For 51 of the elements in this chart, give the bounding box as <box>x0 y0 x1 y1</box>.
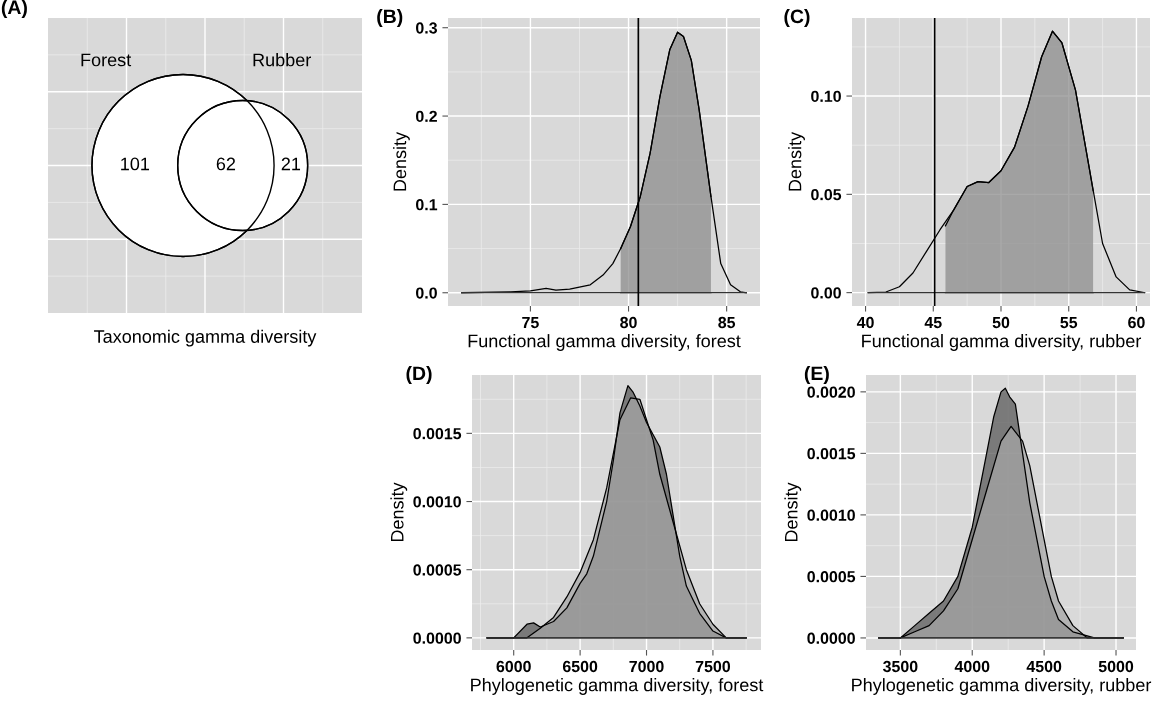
x-tick-label: 50 <box>992 316 1010 329</box>
text: (A) <box>1 0 27 18</box>
data-label: 62 <box>216 157 236 171</box>
x-tick-label: 6500 <box>562 660 598 673</box>
x-axis-title: Phylogenetic gamma diversity, rubber <box>852 678 1152 695</box>
x-tick-label: 60 <box>1128 316 1145 329</box>
y-tick-label: 0.0005 <box>413 564 462 576</box>
chart-title: (D) <box>406 365 432 385</box>
x-tick-label: 6000 <box>496 660 531 673</box>
y-axis-title: Density <box>393 131 410 191</box>
text: Rubber <box>253 53 311 67</box>
y-tick-label: 0.3 <box>416 22 438 34</box>
x-axis-title: Functional gamma diversity, forest <box>468 334 741 351</box>
data-label: 101 <box>121 157 150 171</box>
y-tick-label: 0.0015 <box>413 427 462 440</box>
x-tick-label: 40 <box>856 316 874 329</box>
y-tick-label: 0.1 <box>416 199 438 211</box>
y-tick-label: 0.0015 <box>807 448 856 460</box>
data-label: 21 <box>281 157 301 171</box>
y-tick-label: 0.0000 <box>413 632 461 644</box>
x-tick-label: 80 <box>620 316 637 329</box>
y-axis-title: Density <box>784 482 802 542</box>
y-tick-label: 0.2 <box>416 110 437 123</box>
chart-title: (B) <box>377 8 403 28</box>
x-tick-label: 3500 <box>882 660 918 673</box>
text: Taxonomic gamma diversity <box>94 329 317 347</box>
y-axis-title: Density <box>390 482 408 542</box>
x-tick-label: 4500 <box>1026 660 1062 673</box>
y-tick-label: 0.0005 <box>807 571 856 583</box>
y-tick-label: 0.0010 <box>413 496 461 508</box>
y-tick-label: 0.05 <box>811 188 842 201</box>
x-tick-label: 4000 <box>954 660 990 673</box>
x-tick-label: 75 <box>522 317 539 329</box>
x-tick-label: 7000 <box>629 660 664 673</box>
text: Forest <box>81 53 132 67</box>
x-axis-title: Functional gamma diversity, rubber <box>862 334 1142 351</box>
x-tick-label: 7500 <box>695 660 731 673</box>
x-tick-label: 55 <box>1060 317 1078 329</box>
chart-title: (C) <box>784 8 810 28</box>
y-tick-label: 0.0000 <box>807 632 855 644</box>
y-axis-title: Density <box>788 131 805 191</box>
y-tick-label: 0.0010 <box>807 509 855 521</box>
x-tick-label: 45 <box>924 317 942 329</box>
x-tick-label: 85 <box>718 316 736 329</box>
chart-title: (E) <box>804 365 829 385</box>
y-tick-label: 0.10 <box>811 90 841 102</box>
x-axis-title: Phylogenetic gamma diversity, forest <box>471 678 764 695</box>
x-tick-label: 5000 <box>1098 660 1134 673</box>
y-tick-label: 0.00 <box>811 287 841 299</box>
y-tick-label: 0.0020 <box>807 386 855 398</box>
y-tick-label: 0.0 <box>416 287 437 299</box>
